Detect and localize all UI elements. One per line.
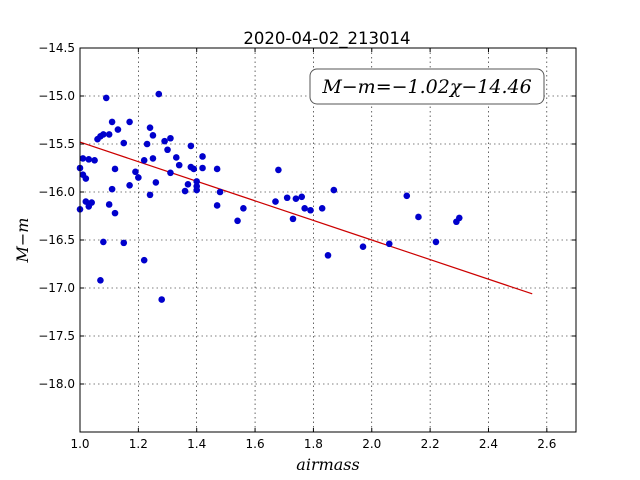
data-point	[88, 199, 95, 206]
data-point	[140, 256, 148, 264]
data-points	[76, 90, 463, 303]
data-point	[187, 142, 195, 150]
y-tick-label: −14.5	[38, 41, 75, 55]
data-point	[152, 179, 160, 186]
data-point	[91, 157, 98, 164]
data-point	[199, 164, 206, 172]
data-point	[149, 155, 157, 162]
x-axis-label: airmass	[296, 455, 359, 474]
data-point	[149, 132, 157, 139]
data-point	[167, 169, 174, 177]
data-point	[307, 206, 314, 214]
y-tick-label: −15.0	[38, 89, 75, 103]
data-point	[126, 118, 133, 126]
data-point	[114, 126, 122, 133]
data-point	[135, 174, 142, 181]
data-point	[111, 209, 119, 217]
data-point	[213, 202, 221, 209]
data-point	[85, 156, 93, 163]
y-tick-label: −16.0	[38, 185, 75, 199]
y-tick-label: −16.5	[38, 233, 75, 247]
data-point	[324, 252, 332, 259]
x-tick-label: 2.2	[421, 437, 440, 451]
x-tick-label: 2.0	[362, 437, 381, 451]
data-point	[143, 140, 151, 148]
data-point	[102, 94, 110, 102]
data-point	[199, 153, 206, 160]
data-point	[175, 161, 183, 169]
data-point	[455, 214, 463, 222]
data-point	[298, 193, 306, 201]
data-point	[172, 154, 180, 161]
data-point	[108, 118, 116, 126]
data-point	[213, 165, 221, 173]
data-point	[79, 155, 87, 162]
data-point	[140, 157, 148, 164]
chart-title: 2020-04-02_213014	[243, 29, 410, 49]
data-point	[167, 134, 174, 142]
data-point	[385, 240, 393, 248]
data-point	[181, 187, 189, 195]
data-point	[100, 238, 107, 246]
fit-line-group	[79, 141, 533, 295]
data-point	[292, 195, 300, 203]
data-point	[82, 175, 90, 182]
y-axis-label: M−m	[13, 218, 32, 264]
data-point	[146, 124, 154, 131]
data-point	[415, 213, 422, 221]
data-point	[184, 181, 192, 188]
data-point	[82, 198, 90, 205]
data-point	[359, 243, 367, 251]
data-point	[132, 168, 139, 176]
fit-equation-text: M−m=−1.02χ−14.46	[321, 76, 531, 98]
fit-line	[79, 141, 533, 295]
data-point	[146, 191, 154, 199]
y-tick-labels: −14.5 −15.0 −15.5 −16.0 −16.5 −17.0 −17.5 −18.0	[38, 41, 75, 391]
x-tick-label: 2.6	[537, 437, 556, 451]
data-point	[330, 186, 338, 194]
data-point	[111, 165, 119, 173]
data-point	[289, 215, 297, 223]
fit-equation-box: M−m=−1.02χ−14.46	[309, 68, 545, 105]
x-tick-labels: 1.0 1.2 1.4 1.6 1.8 2.0 2.2 2.4 2.6	[70, 437, 556, 451]
data-point	[272, 198, 279, 205]
data-point	[432, 238, 440, 246]
x-tick-label: 1.0	[70, 437, 89, 451]
data-point	[164, 146, 171, 154]
data-point	[216, 188, 224, 196]
data-point	[190, 165, 198, 173]
x-tick-label: 1.2	[129, 437, 148, 451]
data-point	[158, 296, 165, 303]
x-tick-label: 1.8	[304, 437, 323, 451]
data-point	[193, 182, 201, 190]
data-point	[403, 192, 411, 200]
x-tick-label: 1.6	[246, 437, 265, 451]
data-point	[108, 185, 116, 193]
data-point	[105, 131, 113, 138]
y-tick-label: −15.5	[38, 137, 75, 151]
x-tick-label: 2.4	[479, 437, 498, 451]
data-point	[193, 178, 201, 185]
y-tick-label: −18.0	[38, 377, 75, 391]
data-point	[126, 181, 133, 189]
data-point	[120, 239, 128, 247]
data-point	[120, 139, 128, 147]
x-tick-label: 1.4	[187, 437, 206, 451]
y-tick-label: −17.5	[38, 329, 75, 343]
data-point	[240, 205, 247, 212]
data-point	[155, 90, 163, 98]
data-point	[105, 201, 113, 208]
data-point	[301, 205, 308, 212]
axis-ticks	[79, 47, 576, 432]
data-point	[275, 166, 282, 174]
y-tick-label: −17.0	[38, 281, 75, 295]
data-point	[97, 277, 104, 284]
data-point	[234, 217, 241, 225]
data-point	[100, 131, 107, 138]
data-point	[161, 137, 168, 145]
data-point	[318, 205, 326, 212]
data-point	[283, 194, 291, 202]
